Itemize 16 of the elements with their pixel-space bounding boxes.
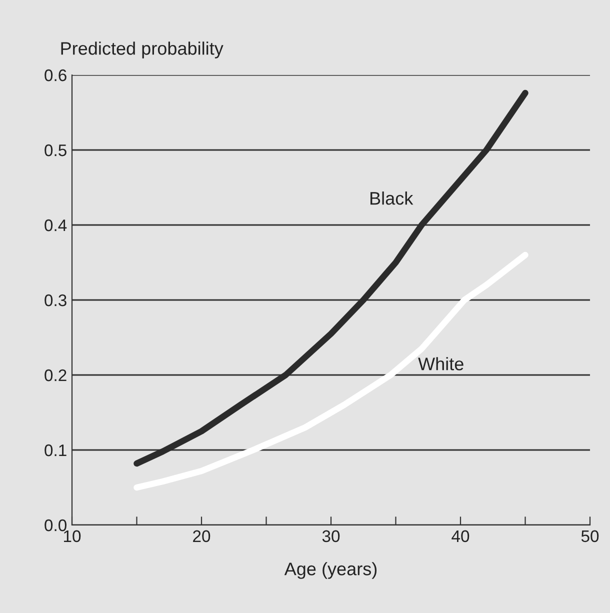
y-tick-label: 0.6: [44, 69, 66, 82]
y-tick-label: 0.3: [44, 294, 66, 306]
x-tick-label: 40: [452, 530, 470, 542]
y-tick-label: 0.1: [44, 444, 66, 456]
x-axis-title: Age (years): [284, 562, 377, 579]
y-tick-label: 0.5: [44, 144, 66, 156]
x-tick-label: 10: [64, 530, 81, 542]
x-tick-label: 30: [322, 530, 340, 542]
x-tick-label: 20: [193, 530, 210, 542]
y-tick-label: 0.4: [44, 219, 67, 232]
series-label: White: [418, 357, 464, 370]
x-tick-label: 50: [581, 530, 599, 542]
y-tick-label: 0.0: [44, 519, 66, 532]
y-tick-label: 0.2: [44, 369, 66, 382]
series-label: Black: [370, 192, 414, 205]
y-axis-title: Predicted probability: [61, 42, 224, 58]
